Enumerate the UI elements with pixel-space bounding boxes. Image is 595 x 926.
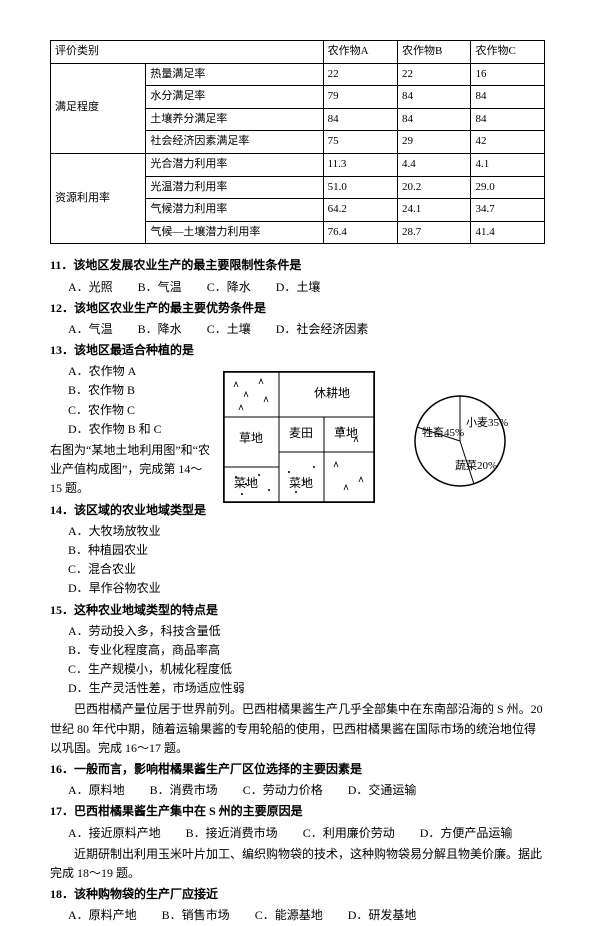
- th-c: 农作物C: [471, 41, 545, 64]
- q13-options: A．农作物 A B．农作物 B C．农作物 C D．农作物 B 和 C: [68, 362, 228, 439]
- q13-text: 13．该地区最适合种植的是: [50, 341, 545, 360]
- q17-options: A．接近原料产地 B．接近消费市场 C．利用廉价劳动 D．方便产品运输: [68, 824, 545, 843]
- q17-text: 17．巴西柑橘果酱生产集中在 S 州的主要原因是: [50, 802, 545, 821]
- map-label-veg1: 菜地: [234, 476, 258, 490]
- th-b: 农作物B: [397, 41, 471, 64]
- pie-label-veg: 蔬菜20%: [455, 459, 497, 472]
- intro-14-15: 右图为“某地土地利用图”和“农业产值构成图”，完成第 14～15 题。: [50, 441, 210, 499]
- q16-options: A．原料地 B．消费市场 C．劳动力价格 D．交通运输: [68, 781, 545, 800]
- q15-text: 15．这种农业地域类型的特点是: [50, 601, 545, 620]
- group-satisfy: 满足程度: [51, 63, 146, 153]
- questions-block: 11．该地区发展农业生产的最主要限制性条件是 A．光照 B．气温 C．降水 D．…: [50, 256, 545, 925]
- pie-label-wheat: 小麦35%: [466, 416, 508, 429]
- intro-16-17: 巴西柑橘产量位居于世界前列。巴西柑橘果酱生产几乎全部集中在东南部沿海的 S 州。…: [50, 700, 545, 758]
- map-label-veg2: 菜地: [289, 476, 313, 490]
- q18-text: 18．该种购物袋的生产厂应接近: [50, 885, 545, 904]
- th-category: 评价类别: [51, 41, 324, 64]
- q11-text: 11．该地区发展农业生产的最主要限制性条件是: [50, 256, 545, 275]
- pie-chart: 牲畜45% 小麦35% 蔬菜20%: [395, 386, 525, 496]
- map-label-grass2: 草地: [334, 426, 358, 440]
- map-label-grass1: 草地: [239, 431, 263, 445]
- q14-options: A．大牧场放牧业 B．种植园农业 C．混合农业 D．旱作谷物农业: [68, 522, 228, 599]
- q14-text: 14．该区域的农业地域类型是: [50, 501, 210, 520]
- map-label-fallow: 休耕地: [314, 385, 350, 400]
- land-use-map: 休耕地 草地 麦田 草地 菜地 菜地: [223, 371, 375, 503]
- q15-options: A．劳动投入多，科技含量低 B．专业化程度高，商品率高 C．生产规模小，机械化程…: [68, 622, 545, 699]
- pie-label-livestock: 牲畜45%: [422, 425, 464, 439]
- map-label-wheat: 麦田: [289, 426, 313, 440]
- q12-text: 12．该地区农业生产的最主要优势条件是: [50, 299, 545, 318]
- group-resource: 资源利用率: [51, 153, 146, 243]
- q11-options: A．光照 B．气温 C．降水 D．土壤: [68, 278, 545, 297]
- q16-text: 16．一般而言，影响柑橘果酱生产厂区位选择的主要因素是: [50, 760, 545, 779]
- evaluation-table: 评价类别 农作物A 农作物B 农作物C 满足程度 热量满足率 22 22 16 …: [50, 40, 545, 244]
- q12-options: A．气温 B．降水 C．土壤 D．社会经济因素: [68, 320, 545, 339]
- intro-18-19: 近期研制出利用玉米叶片加工、编织购物袋的技术，这种购物袋易分解且物美价廉。据此完…: [50, 845, 545, 883]
- th-a: 农作物A: [323, 41, 397, 64]
- q18-options: A．原料产地 B．销售市场 C．能源基地 D．研发基地: [68, 906, 545, 925]
